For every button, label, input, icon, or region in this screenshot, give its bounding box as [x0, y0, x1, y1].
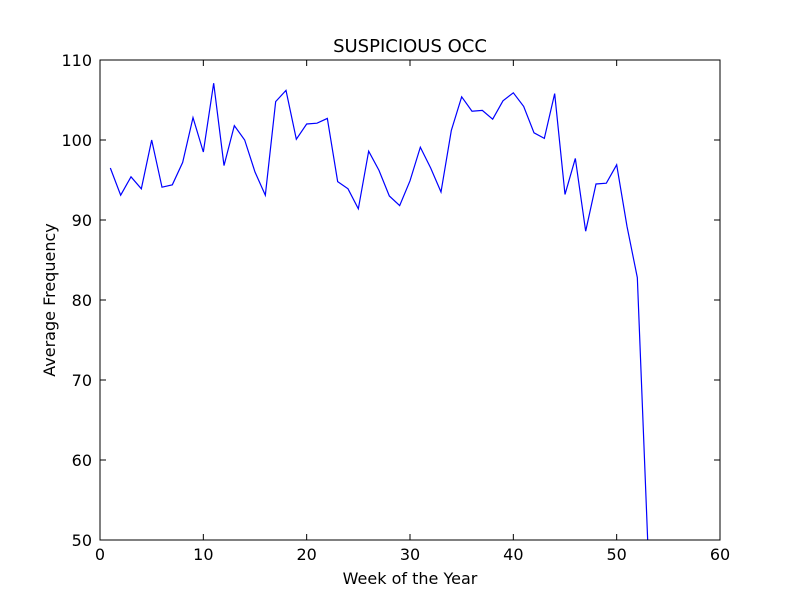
x-tick-label: 50: [606, 545, 626, 564]
chart-title: SUSPICIOUS OCC: [333, 36, 487, 57]
x-tick-label: 10: [193, 545, 213, 564]
x-axis-label: Week of the Year: [343, 569, 478, 588]
y-tick-label: 60: [72, 451, 92, 470]
x-tick-label: 20: [296, 545, 316, 564]
x-tick-label: 30: [400, 545, 420, 564]
x-tick-label: 0: [95, 545, 105, 564]
y-tick-label: 110: [61, 51, 92, 70]
plot-frame: [99, 59, 721, 541]
y-tick-label: 100: [61, 131, 92, 150]
y-tick-label: 90: [72, 211, 92, 230]
y-axis-label: Average Frequency: [40, 223, 59, 376]
series-line-0: [109, 83, 649, 540]
y-tick-label: 50: [72, 531, 92, 550]
x-tick-label: 60: [710, 545, 730, 564]
axes: 0 10 20 30 40 50 60 50 60 70 80 90 100 110: [61, 51, 730, 564]
plot-area: [109, 83, 649, 540]
y-tick-label: 70: [72, 371, 92, 390]
x-tick-label: 40: [503, 545, 523, 564]
y-tick-label: 80: [72, 291, 92, 310]
labels: SUSPICIOUS OCC Week of the Year Average …: [40, 36, 487, 588]
